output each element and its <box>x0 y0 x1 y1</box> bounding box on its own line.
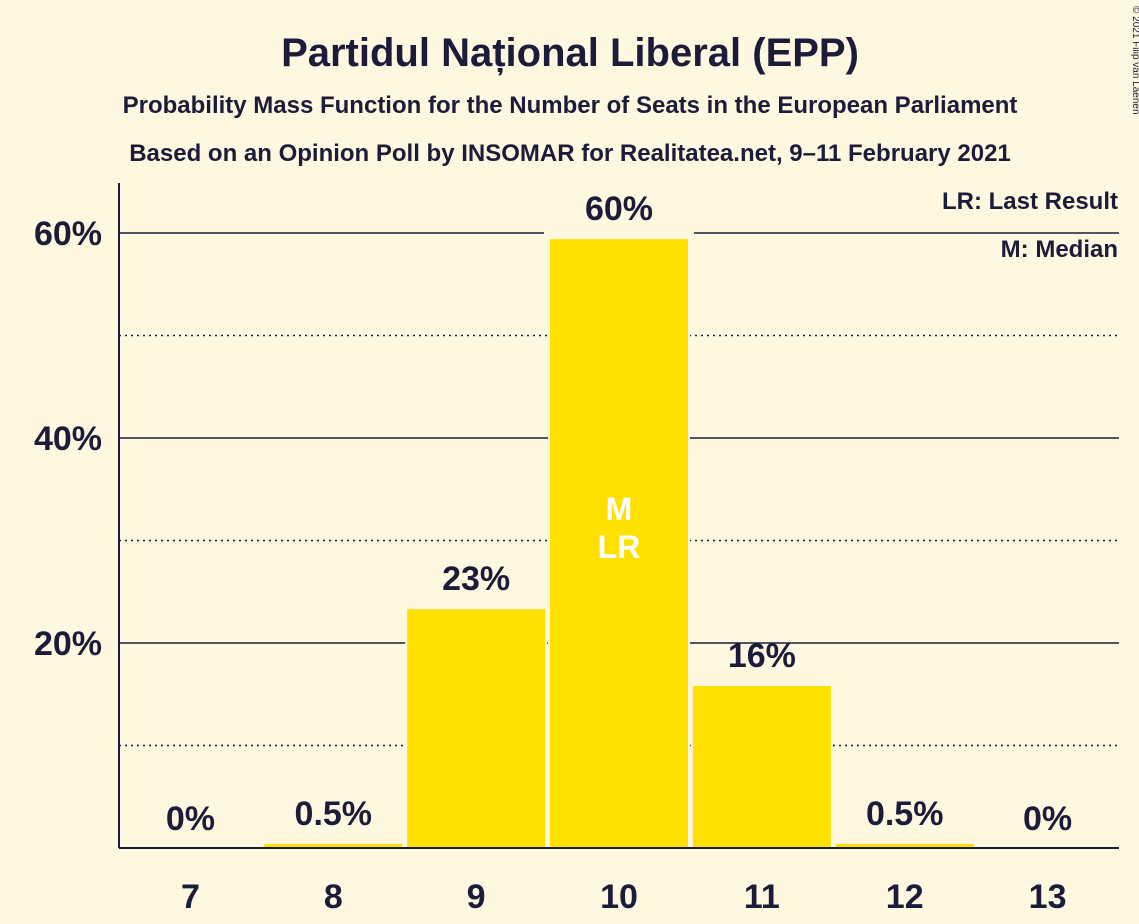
x-tick-label-12: 12 <box>886 878 924 916</box>
y-tick-label-40: 40% <box>34 420 102 458</box>
last-result-marker: LR <box>598 529 641 565</box>
x-tick-label-7: 7 <box>181 878 200 916</box>
x-tick-label-10: 10 <box>600 878 638 916</box>
bar-11 <box>690 684 833 850</box>
bar-9 <box>405 607 548 850</box>
chart-subtitle-line-1: Probability Mass Function for the Number… <box>123 92 1018 119</box>
copyright-notice: © 2021 Filip van Laenen <box>1130 6 1139 115</box>
median-marker: M <box>606 491 633 527</box>
x-tick-label-11: 11 <box>744 878 780 916</box>
value-label-13: 0% <box>1023 800 1072 838</box>
chart-subtitle-line-2: Based on an Opinion Poll by INSOMAR for … <box>129 140 1011 167</box>
bars: 0% 0.5% 23% 60% MLR 16% 0.5% 0% <box>166 186 1072 850</box>
legend-last-result: LR: Last Result <box>942 188 1118 215</box>
value-label-bg-10 <box>544 186 694 235</box>
value-label-10: 60% <box>585 190 653 228</box>
y-tick-label-60: 60% <box>34 215 102 253</box>
y-tick-label-20: 20% <box>34 625 102 663</box>
value-label-9: 23% <box>442 560 510 598</box>
axes: 20% 40% 60% 7 8 9 10 11 12 13 <box>34 183 1119 916</box>
chart-title: Partidul Național Liberal (EPP) <box>281 31 859 75</box>
bar-10 <box>548 237 690 849</box>
x-tick-label-8: 8 <box>324 878 343 916</box>
legend-median: M: Median <box>1001 236 1118 263</box>
x-tick-label-9: 9 <box>467 878 486 916</box>
x-tick-label-13: 13 <box>1029 878 1067 916</box>
value-label-7: 0% <box>166 800 215 838</box>
value-label-12: 0.5% <box>866 795 944 833</box>
value-label-11: 16% <box>728 637 796 675</box>
value-label-8: 0.5% <box>295 795 373 833</box>
